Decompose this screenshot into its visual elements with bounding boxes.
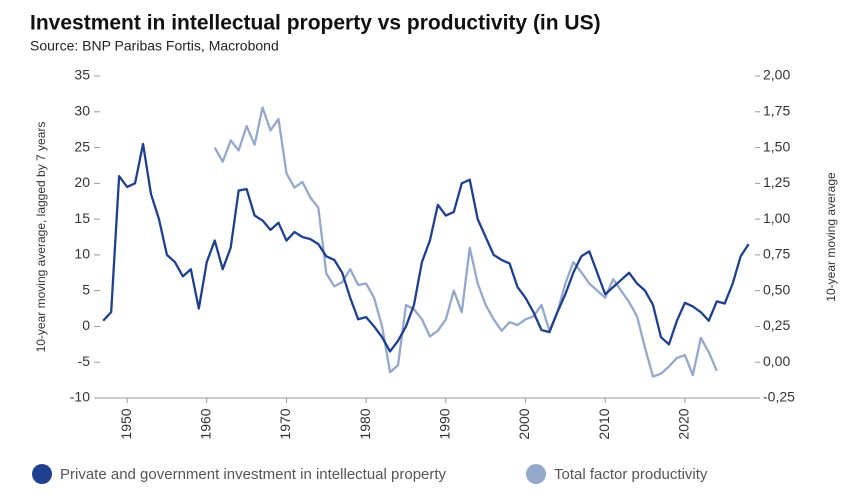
legend-label: Private and government investment in int… [60, 466, 447, 483]
y-tick-label: 5 [82, 281, 90, 297]
y-tick-label: 10 [74, 246, 90, 262]
y2-tick-label: 1,50 [763, 138, 790, 154]
x-tick-label: 1980 [357, 408, 373, 439]
chart-title: Investment in intellectual property vs p… [30, 12, 601, 35]
y-tick-label: 20 [74, 174, 90, 190]
y2-tick-label: 2,00 [763, 67, 790, 83]
x-tick-label: 2010 [596, 408, 612, 439]
series-line [213, 106, 718, 378]
x-tick-label: 1960 [197, 408, 213, 439]
y2-tick-label: -0,25 [763, 389, 795, 405]
x-tick-label: 1950 [118, 408, 134, 439]
x-tick-label: 2000 [516, 408, 532, 439]
y-tick-label: 30 [74, 102, 90, 118]
y2-tick-label: 0,50 [763, 281, 790, 297]
y2-tick-label: 1,25 [763, 174, 790, 190]
chart-subtitle: Source: BNP Paribas Fortis, Macrobond [30, 38, 279, 54]
y-tick-label: 15 [74, 210, 90, 226]
y-tick-label: -5 [78, 353, 91, 369]
x-tick-label: 1990 [437, 408, 453, 439]
y-tick-label: -10 [70, 389, 90, 405]
y-axis-label: 10-year moving average, lagged by 7 year… [34, 122, 48, 353]
y2-tick-label: 1,00 [763, 210, 790, 226]
y2-tick-label: 0,75 [763, 246, 790, 262]
y-tick-label: 0 [82, 317, 90, 333]
y2-tick-label: 0,00 [763, 353, 790, 369]
y2-tick-label: 1,75 [763, 102, 790, 118]
legend-swatch [32, 464, 52, 484]
y-tick-label: 25 [74, 138, 90, 154]
y-tick-label: 35 [74, 67, 90, 83]
x-tick-label: 2020 [676, 408, 692, 439]
y2-axis-label: 10-year moving average [824, 172, 838, 302]
legend-label: Total factor productivity [554, 466, 708, 483]
legend-swatch [526, 464, 546, 484]
series-line [102, 142, 750, 353]
y2-tick-label: 0,25 [763, 317, 790, 333]
x-tick-label: 1970 [277, 408, 293, 439]
